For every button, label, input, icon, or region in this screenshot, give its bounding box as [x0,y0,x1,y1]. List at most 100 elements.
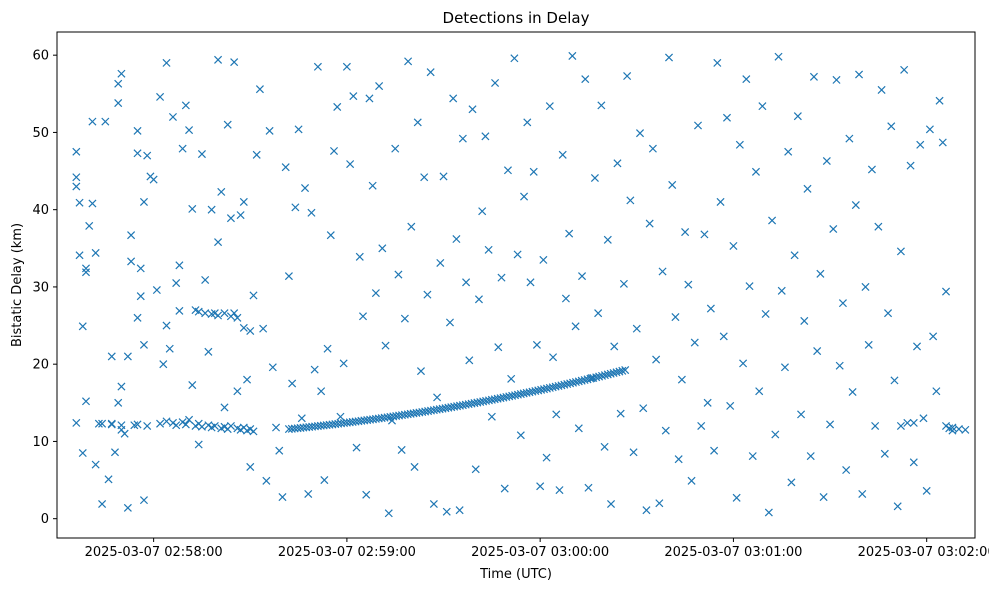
data-point [127,257,136,266]
data-point [265,126,274,135]
data-point [864,340,873,349]
data-point [210,421,219,431]
data-point [532,340,541,349]
data-point [661,426,670,435]
data-point [884,309,893,318]
data-point [362,490,371,499]
data-point [735,140,744,149]
data-point [842,465,851,475]
data-point [239,197,248,206]
data-point [88,117,97,126]
y-ticks: 0 10 20 30 40 50 60 [32,49,57,527]
data-point [916,140,925,149]
data-point [745,282,754,291]
data-point [455,506,464,515]
data-point [877,85,886,94]
data-point [133,420,142,429]
data-point [655,499,664,508]
data-point [120,429,129,438]
data-point [609,368,618,378]
data-point [365,94,374,103]
data-point [162,417,171,426]
data-point [394,270,403,279]
data-point [114,398,123,407]
data-point [616,409,625,418]
data-point [188,381,197,390]
data-point [684,280,693,289]
data-point [668,180,677,189]
data-point [603,235,612,244]
data-point [539,255,548,264]
data-point [429,499,438,509]
data-point [423,290,432,299]
data-point [201,275,210,285]
data-point [481,132,490,141]
data-point [139,340,148,349]
y-tick-label: 30 [32,280,49,295]
data-point [545,102,554,111]
data-point [114,79,123,88]
data-point [220,309,229,318]
data-point [700,230,709,239]
data-point [239,323,248,332]
data-point [478,207,487,216]
data-point [326,231,335,240]
data-point [156,92,165,101]
data-point [803,184,812,193]
data-point [294,125,303,134]
data-point [687,476,696,485]
data-point [152,285,161,295]
data-point [809,72,818,81]
data-point [652,355,661,364]
data-point [72,173,81,182]
data-point [719,332,728,341]
data-point [226,312,235,321]
data-point [938,138,947,147]
data-point [909,458,918,467]
data-point [777,286,786,295]
data-point [922,486,931,495]
data-point [439,172,448,181]
data-point [471,465,480,474]
data-point [281,163,290,172]
data-point [101,117,110,126]
y-axis-label: Bistatic Delay (km) [10,223,25,347]
data-point [175,306,184,315]
data-point [223,120,232,129]
data-point [123,352,132,361]
x-tick-label: 2025-03-07 02:59:00 [278,545,416,560]
data-point [98,499,107,509]
data-point [358,312,368,321]
data-point [487,412,496,421]
data-point [645,219,654,228]
data-point [172,421,181,430]
data-point [162,321,171,330]
chart-title: Detections in Delay [443,9,590,27]
data-point [185,415,194,424]
data-point [592,373,601,382]
data-point [758,102,767,111]
data-point [584,483,593,492]
data-point [597,371,607,380]
data-point [207,309,216,318]
data-point [961,425,970,434]
data-point [906,161,915,170]
data-point [275,446,284,455]
data-point [600,371,609,380]
data-point [612,368,621,377]
data-point [333,102,342,111]
data-point [948,423,957,432]
data-point [706,304,715,313]
data-point [397,445,406,454]
data-point [603,370,612,379]
data-point [117,69,126,78]
data-point [642,506,651,515]
data-point [948,426,957,435]
data-point [352,443,361,452]
data-point [784,147,793,156]
data-point [491,78,500,88]
data-point [710,446,719,455]
data-point [194,440,203,449]
data-point [342,62,351,71]
data-point [896,421,905,431]
